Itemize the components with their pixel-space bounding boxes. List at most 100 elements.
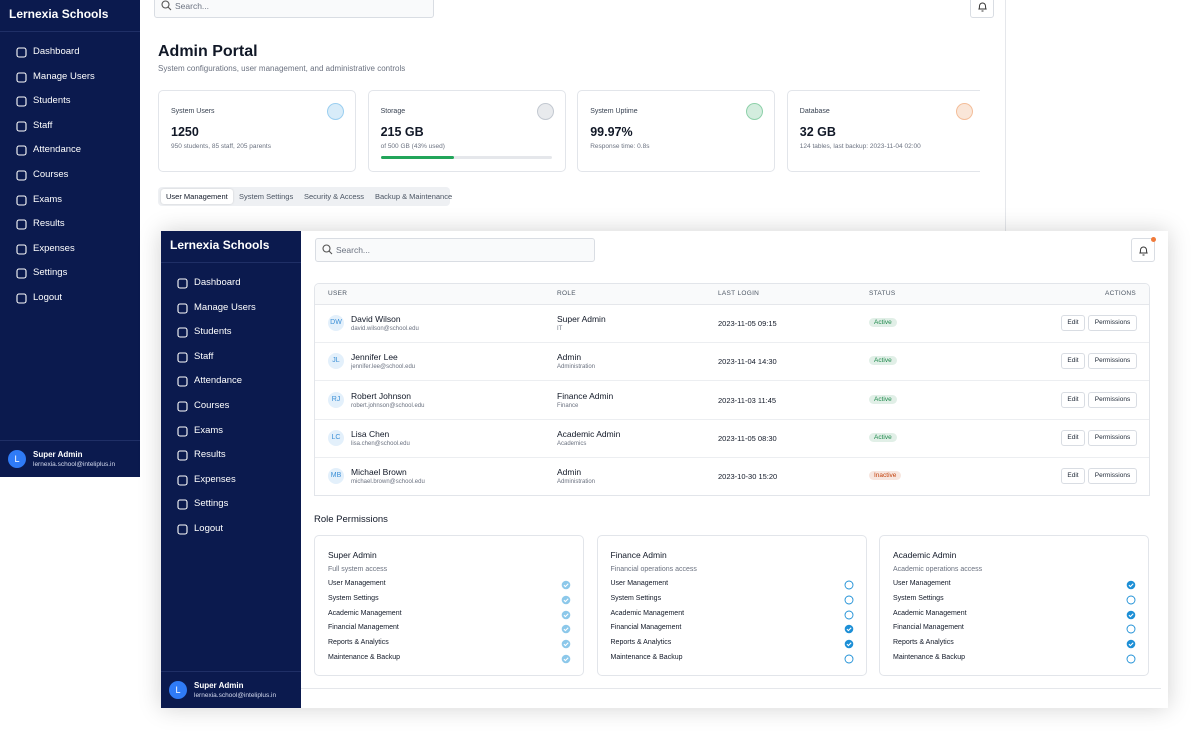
stat-value: 215 GB [380,125,424,139]
user-email: lernexia.school@inteliplus.in [194,692,277,699]
nav-item[interactable]: Expenses [161,471,301,489]
search-box[interactable]: Search... [315,238,595,262]
user-avatar: DW [328,315,344,331]
user-name: Jennifer Lee [351,352,398,363]
front-window: Lernexia Schools Dashboard Manage Users Stu… [161,231,1168,708]
edit-button[interactable]: Edit [1061,391,1085,408]
nav-icon [16,121,27,132]
role-card: Finance Admin Financial operations access… [596,535,867,676]
tab-bar: User Management System Settings Security &… [158,187,452,206]
user-email: robert.johnson@school.edu [351,402,425,409]
permissions-button[interactable]: Permissions [1088,391,1137,408]
check-empty [1126,624,1136,634]
nav-label: Dashboard [194,277,241,288]
nav-item[interactable]: Courses [161,397,301,415]
divider [0,440,140,441]
tab[interactable]: Backup & Maintenance [375,192,453,201]
check-granted [561,625,571,634]
stat-card: Database 32 GB 124 tables, last backup: 20… [786,90,980,172]
user-department: Finance [557,402,579,409]
nav-icon [177,426,188,437]
nav-item[interactable]: Courses [0,166,140,184]
search-placeholder: Search... [336,245,371,255]
nav-icon [16,47,27,58]
user-role: Admin [557,467,582,478]
nav-item[interactable]: Staff [161,348,301,366]
nav-item[interactable]: Exams [0,191,140,209]
sidebar: Lernexia Schools Dashboard Manage Users Stu… [161,231,301,708]
stat-label: Database [799,108,830,115]
stat-icon [327,103,344,120]
notification-dot [1151,237,1156,242]
permission-name: Academic Management [610,609,685,617]
stat-value: 32 GB [799,125,836,139]
brand: Lernexia Schools [170,238,270,252]
page-subtitle: System configurations, user management, … [158,64,406,73]
tab[interactable]: System Settings [239,192,294,201]
nav-item[interactable]: Dashboard [161,274,301,292]
nav-item[interactable]: Logout [0,289,140,307]
role-name: Academic Admin [893,550,957,560]
user-department: Academics [557,440,587,447]
edit-button[interactable]: Edit [1061,315,1085,331]
permission-name: Maintenance & Backup [893,654,965,661]
permissions-button[interactable]: Permissions [1088,429,1137,446]
brand: Lernexia Schools [9,7,109,21]
nav-item[interactable]: Manage Users [161,299,301,317]
user-email: lernexia.school@inteliplus.in [33,461,116,468]
column-header: STATUS [869,290,896,297]
user-department: IT [557,326,563,332]
table-header-bg [315,284,1149,305]
role-description: Academic operations access [893,566,983,573]
permission-name: Maintenance & Backup [610,654,683,661]
role-description: Financial operations access [610,566,697,573]
nav-item[interactable]: Students [0,92,140,110]
column-header: ROLE [557,290,576,297]
nav-item[interactable]: Staff [0,117,140,135]
nav-icon [16,244,27,255]
nav-item[interactable]: Logout [161,520,301,538]
user-name: Michael Brown [351,467,407,478]
nav-icon [16,268,27,279]
nav-label: Exams [33,193,63,205]
check-empty [1126,654,1136,664]
nav-item[interactable]: Results [161,446,301,464]
nav-item[interactable]: Dashboard [0,43,140,61]
user-role: Admin [557,352,582,363]
user-email: jennifer.lee@school.edu [351,364,416,371]
permission-name: Reports & Analytics [328,639,389,647]
permissions-button[interactable]: Permissions [1088,353,1137,370]
nav-item[interactable]: Attendance [161,372,301,390]
permissions-button[interactable]: Permissions [1088,315,1137,331]
nav-icon [177,352,188,363]
notification-button[interactable] [970,0,994,18]
nav-item[interactable]: Settings [161,495,301,513]
tab[interactable]: Security & Access [304,192,365,201]
stat-icon [536,103,554,120]
nav-label: Settings [194,498,229,510]
stat-label: System Users [171,108,215,115]
nav-item[interactable]: Attendance [0,141,140,159]
nav-item[interactable]: Expenses [0,240,140,258]
notification-button[interactable] [1131,238,1155,262]
role-name: Finance Admin [610,550,667,560]
nav-item[interactable]: Results [0,215,140,233]
permissions-button[interactable]: Permissions [1088,468,1137,485]
bell-icon [1139,246,1148,256]
nav-item[interactable]: Settings [0,264,140,282]
status-badge: Active [869,432,897,442]
nav-label: Manage Users [194,301,256,313]
nav-item[interactable]: Exams [161,422,301,440]
user-avatar: L [8,450,26,468]
search-box[interactable]: Search... [154,0,434,18]
tab[interactable]: User Management [161,189,233,204]
nav-item[interactable]: Students [161,323,301,341]
edit-button[interactable]: Edit [1061,429,1085,446]
edit-button[interactable]: Edit [1061,353,1085,370]
edit-button[interactable]: Edit [1061,468,1085,485]
nav-label: Attendance [194,375,243,387]
user-avatar: RJ [328,391,344,408]
nav-label: Staff [194,350,214,362]
nav-item[interactable]: Manage Users [0,68,140,86]
